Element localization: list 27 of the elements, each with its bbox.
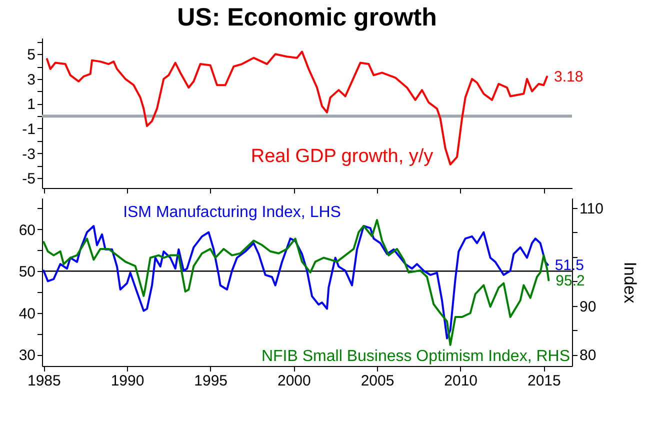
x-tick-label: 1995 [194, 372, 228, 390]
series-label: ISM Manufacturing Index, LHS [123, 204, 341, 221]
x-tick-label: 2005 [360, 372, 394, 390]
y2-tick-label: 80 [580, 347, 596, 364]
series-label: Real GDP growth, y/y [250, 146, 434, 167]
x-tick-label: 1985 [27, 372, 61, 390]
x-tick-label: 1990 [110, 372, 144, 390]
y2-tick-label: 90 [580, 298, 596, 316]
data-label: 3.18 [554, 68, 584, 86]
text: NFIB Small Business Optimism Index, RHS [261, 348, 570, 365]
x-tick-label: 2000 [277, 372, 311, 390]
y2-tick-label: 110 [580, 200, 604, 218]
x-tick-label: 2015 [527, 372, 561, 390]
y-tick-label: 50 [18, 264, 36, 281]
y-tick-label: -1 [22, 120, 36, 138]
chart-title: US: Economic growth [177, 4, 437, 32]
y-tick-label: 60 [18, 222, 36, 239]
y-tick-label: 3 [27, 71, 36, 88]
y2-axis-title: Index [620, 262, 640, 304]
line-series [46, 50, 548, 166]
y-tick-label: -5 [22, 170, 36, 188]
y-tick-label: -3 [22, 146, 36, 163]
y-tick-label: 1 [27, 96, 36, 114]
y-tick-label: 5 [27, 46, 36, 64]
y-tick-label: 40 [18, 305, 36, 322]
x-tick-label: 2010 [444, 372, 478, 390]
y-tick-label: 30 [18, 347, 36, 364]
